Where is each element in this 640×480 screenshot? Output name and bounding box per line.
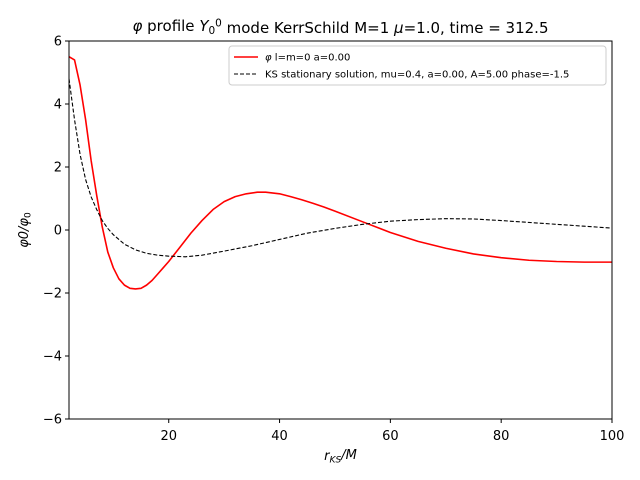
y-tick-label: 6 bbox=[54, 35, 62, 50]
y-tick-label: 0 bbox=[54, 224, 62, 239]
x-tick-label: 80 bbox=[493, 429, 510, 444]
legend-box bbox=[228, 45, 607, 86]
y-tick-label: 4 bbox=[54, 98, 62, 113]
y-tick-label: −2 bbox=[43, 287, 62, 302]
legend: φ l=m=0 a=0.00 KS stationary solution, mu… bbox=[228, 45, 607, 86]
y-axis-label-text: φ0/φ0 bbox=[17, 212, 34, 248]
y-tick-label: −4 bbox=[43, 350, 62, 365]
y-axis-label: φ0/φ0 bbox=[17, 212, 34, 248]
x-axis-ticks: 20 40 60 80 100 bbox=[160, 419, 624, 444]
legend-label-2: KS stationary solution, mu=0.4, a=0.00, … bbox=[265, 70, 569, 81]
legend-label-1: φ l=m=0 a=0.00 bbox=[265, 53, 350, 64]
series-line-2 bbox=[69, 78, 612, 258]
x-tick-label: 100 bbox=[600, 429, 625, 444]
y-axis-ticks: −6 −4 −2 0 2 4 6 bbox=[43, 35, 69, 428]
series-line-1 bbox=[69, 56, 612, 290]
x-tick-label: 20 bbox=[160, 429, 177, 444]
x-axis-label: rKS/M bbox=[324, 448, 357, 466]
series-lines bbox=[69, 56, 612, 290]
chart-title: φ profile Y00 mode KerrSchild M=1 μ=1.0,… bbox=[132, 17, 548, 37]
chart-title-text: φ profile Y00 mode KerrSchild M=1 μ=1.0,… bbox=[132, 17, 548, 37]
y-tick-label: 2 bbox=[54, 161, 62, 176]
x-axis-label-text: rKS/M bbox=[324, 448, 357, 466]
x-tick-label: 60 bbox=[382, 429, 399, 444]
x-tick-label: 40 bbox=[271, 429, 288, 444]
y-tick-label: −6 bbox=[43, 413, 62, 428]
